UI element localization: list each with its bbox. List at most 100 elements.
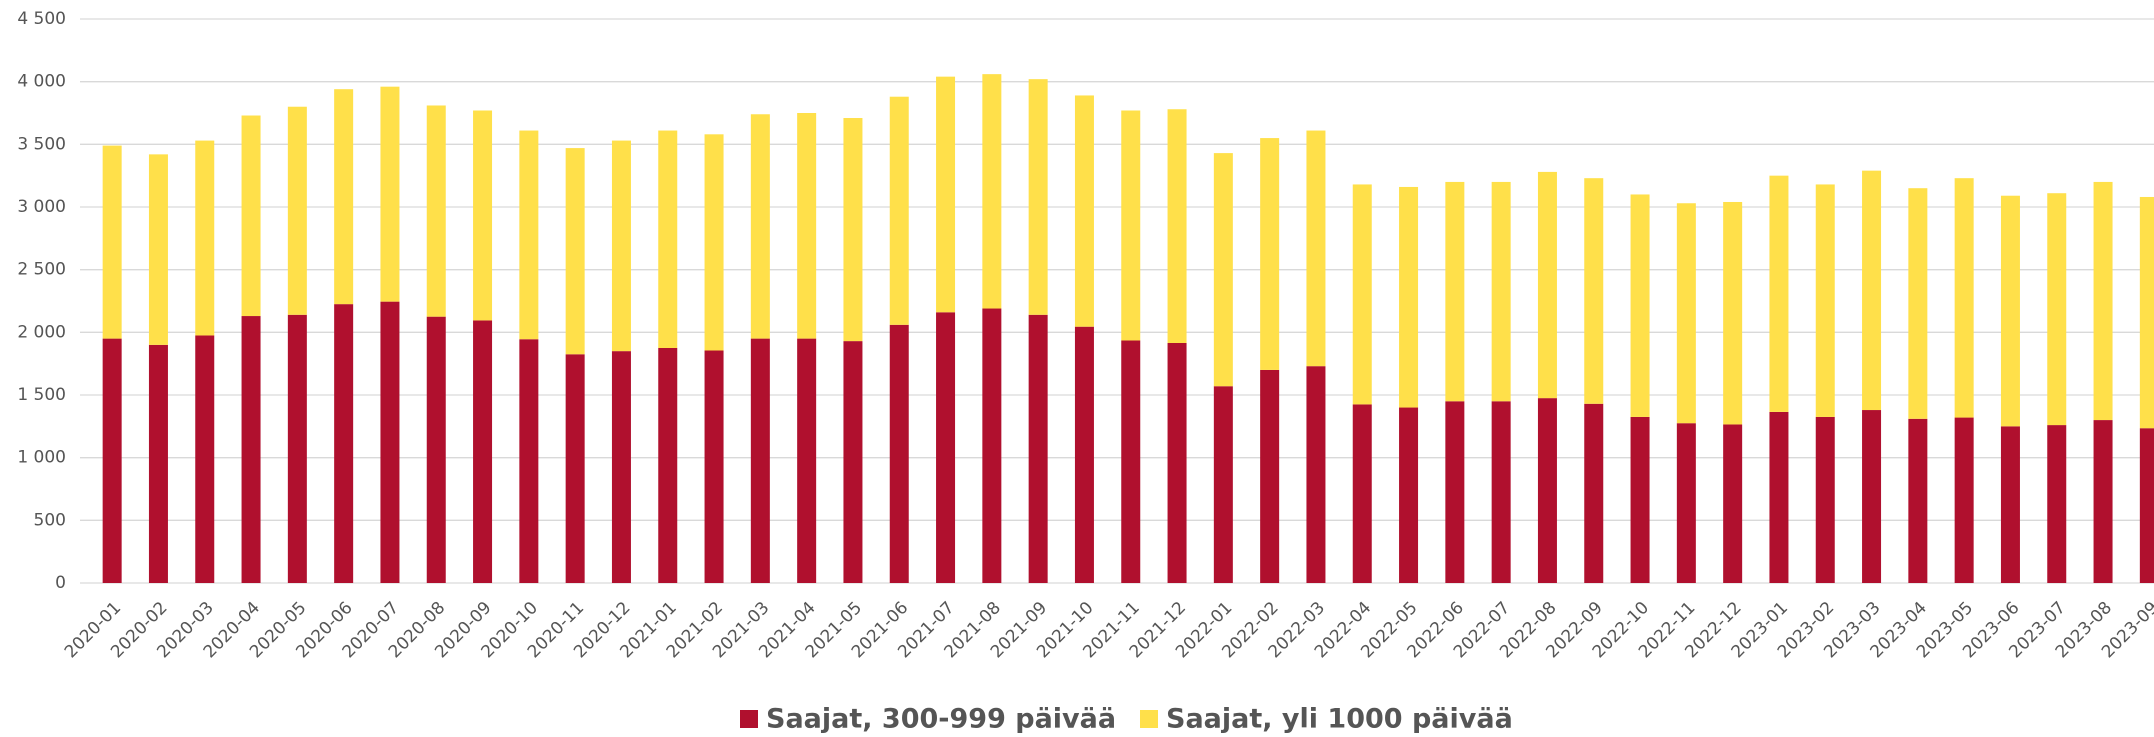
bar-segment bbox=[1723, 424, 1743, 583]
bar-segment bbox=[1352, 184, 1372, 405]
bar-segment bbox=[241, 115, 261, 317]
bar-segment bbox=[1862, 170, 1882, 411]
bar-segment bbox=[1491, 401, 1511, 583]
bar-segment bbox=[843, 341, 863, 583]
y-tick-label: 1 500 bbox=[17, 385, 66, 405]
bar-segment bbox=[1028, 314, 1048, 583]
bar-segment bbox=[658, 130, 678, 348]
legend-swatch bbox=[740, 710, 758, 728]
bar-segment bbox=[889, 324, 909, 583]
bar-segment bbox=[473, 320, 493, 583]
y-tick-label: 3 000 bbox=[17, 197, 66, 217]
bar-segment bbox=[611, 140, 631, 352]
bar-segment bbox=[195, 140, 215, 336]
bar-segment bbox=[704, 350, 724, 583]
bar-segment bbox=[1306, 130, 1326, 367]
bar-segment bbox=[426, 105, 446, 317]
bar-segment bbox=[1954, 178, 1974, 418]
bar-segment bbox=[1445, 181, 1465, 402]
bar-segment bbox=[1260, 369, 1280, 583]
bar-segment bbox=[102, 145, 122, 339]
bar-segment bbox=[1676, 203, 1696, 424]
bar-segment bbox=[1399, 186, 1419, 408]
bar-segment bbox=[1028, 79, 1048, 315]
bar-segment bbox=[1537, 398, 1557, 583]
bar-segment bbox=[2093, 181, 2113, 421]
bar-segment bbox=[287, 314, 307, 583]
bar-segment bbox=[380, 301, 400, 583]
bar-segment bbox=[843, 118, 863, 342]
bar-segment bbox=[889, 96, 909, 325]
y-tick-label: 0 bbox=[55, 573, 66, 593]
bar-segment bbox=[1769, 175, 1789, 412]
bar-segment bbox=[1630, 194, 1650, 417]
bar-segment bbox=[1584, 178, 1604, 404]
bar-segment bbox=[936, 76, 956, 313]
bar-segment bbox=[611, 351, 631, 583]
bar-segment bbox=[1491, 181, 1511, 402]
bar-segment bbox=[519, 130, 539, 340]
bar-segment bbox=[148, 344, 168, 583]
bar-segment bbox=[1121, 340, 1141, 583]
bar-segment bbox=[1306, 366, 1326, 583]
bar-segment bbox=[241, 316, 261, 583]
y-tick-label: 3 500 bbox=[17, 134, 66, 154]
bar-segment bbox=[2139, 196, 2154, 429]
bar-segment bbox=[1815, 416, 1835, 583]
bar-segment bbox=[1908, 188, 1928, 419]
bar-segment bbox=[982, 74, 1002, 309]
bar-segment bbox=[334, 304, 354, 583]
bar-segment bbox=[1074, 326, 1094, 583]
bar-segment bbox=[1908, 418, 1928, 583]
legend-swatch bbox=[1140, 710, 1158, 728]
bar-segment bbox=[1862, 410, 1882, 583]
bar-segment bbox=[1676, 423, 1696, 583]
bar-segment bbox=[797, 113, 817, 339]
bar-segment bbox=[2139, 428, 2154, 583]
bar-segment bbox=[1121, 110, 1141, 341]
bar-segment bbox=[750, 338, 770, 583]
bar-segment bbox=[1954, 417, 1974, 583]
bar-segment bbox=[936, 312, 956, 583]
y-tick-label: 2 500 bbox=[17, 260, 66, 280]
bar-segment bbox=[1213, 153, 1233, 387]
bar-segment bbox=[473, 110, 493, 321]
bar-segment bbox=[1723, 201, 1743, 425]
bar-segment bbox=[797, 338, 817, 583]
bar-segment bbox=[565, 148, 585, 355]
bar-segment bbox=[148, 154, 168, 345]
bar-segment bbox=[565, 354, 585, 583]
y-tick-label: 2 000 bbox=[17, 322, 66, 342]
bar-segment bbox=[1260, 138, 1280, 370]
bar-segment bbox=[1769, 411, 1789, 583]
bar-segment bbox=[2047, 425, 2067, 583]
bar-segment bbox=[750, 114, 770, 339]
bar-segment bbox=[287, 106, 307, 315]
bar-segment bbox=[1352, 404, 1372, 583]
bar-segment bbox=[519, 339, 539, 583]
bar-segment bbox=[426, 316, 446, 583]
bar-segment bbox=[1167, 109, 1187, 343]
bar-segment bbox=[982, 308, 1002, 583]
bar-segment bbox=[102, 338, 122, 583]
bar-segment bbox=[658, 348, 678, 583]
bar-segment bbox=[334, 89, 354, 305]
bar-segment bbox=[704, 134, 724, 351]
bar-segment bbox=[1445, 401, 1465, 583]
bar-segment bbox=[1213, 386, 1233, 583]
bar-segment bbox=[1630, 416, 1650, 583]
bar-segment bbox=[1399, 407, 1419, 583]
y-tick-label: 500 bbox=[34, 510, 66, 530]
bar-segment bbox=[2047, 193, 2067, 426]
bar-segment bbox=[2093, 420, 2113, 583]
bar-segment bbox=[1537, 171, 1557, 399]
y-tick-label: 1 000 bbox=[17, 448, 66, 468]
bar-segment bbox=[380, 86, 400, 302]
bar-segment bbox=[1074, 95, 1094, 327]
bar-segment bbox=[1815, 184, 1835, 417]
y-tick-label: 4 500 bbox=[17, 9, 66, 29]
bar-segment bbox=[2000, 426, 2020, 583]
bar-segment bbox=[195, 335, 215, 583]
legend-label: Saajat, yli 1000 päivää bbox=[1166, 704, 1513, 735]
